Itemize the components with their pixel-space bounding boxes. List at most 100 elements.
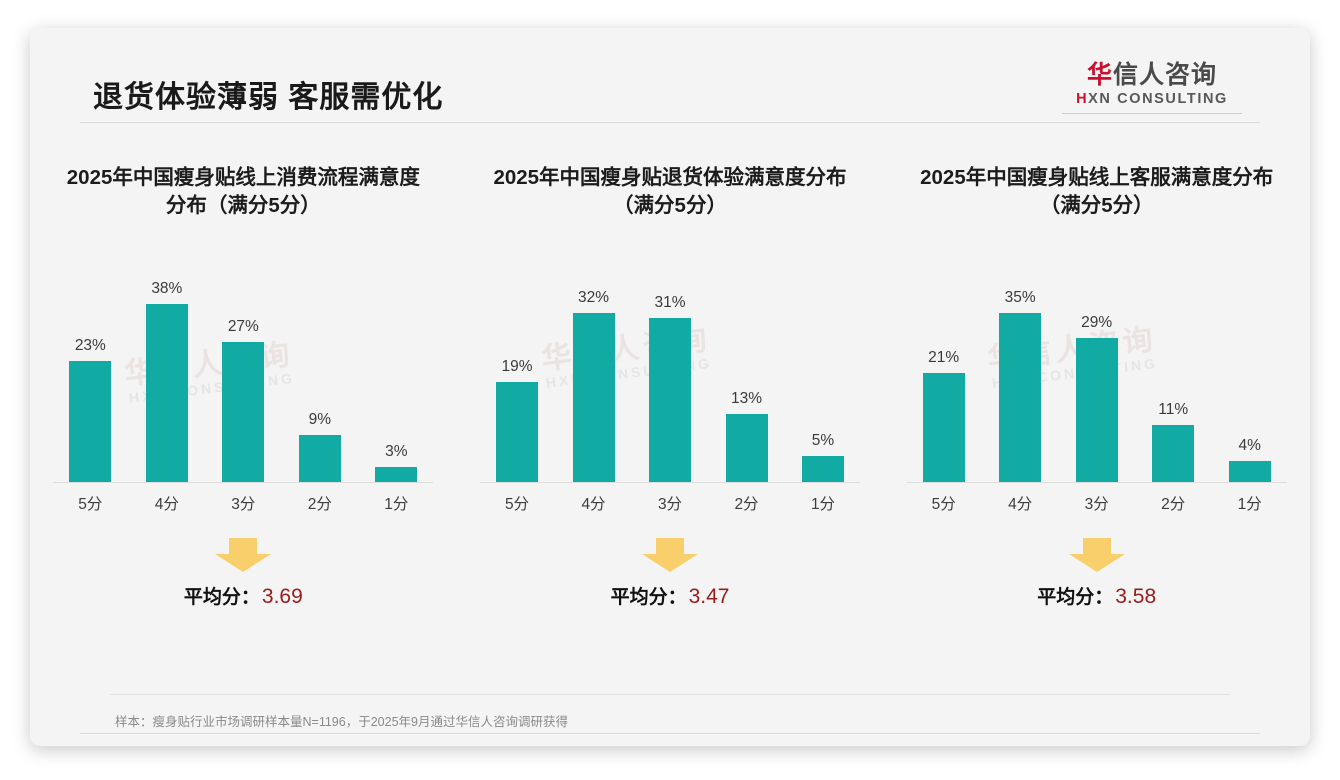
chart-panel-consumption-flow: 华信人咨询 HXN CONSULTING 2025年中国瘦身贴线上消费流程满意度… [30,138,457,678]
tick-label: 3分 [231,495,256,513]
chart-title: 2025年中国瘦身贴线上客服满意度分布（满分5分） [920,166,1274,218]
chart-panel-customer-service: 华信人咨询 HXN CONSULTING 2025年中国瘦身贴线上客服满意度分布… [883,138,1310,678]
tick-label: 1分 [810,495,836,513]
average-score-value: 3.58 [1115,584,1157,608]
bar-rect[interactable] [922,372,965,483]
slide-header: 退货体验薄弱 客服需优化 华信人咨询 HXN CONSULTING [30,28,1310,122]
bar-rect[interactable] [375,466,418,483]
chart-panel-return-experience: 华信人咨询 HXN CONSULTING 2025年中国瘦身贴退货体验满意度分布… [457,138,884,678]
bar-value-label: 21% [928,348,960,366]
chart-plot-area: 23% 38% 27% 9% [53,233,434,483]
arrow-head [1068,553,1125,572]
bar-slot: 27% [212,271,274,483]
footnote-divider [110,694,1230,695]
down-arrow-icon [215,537,272,572]
tick-label: 1分 [1237,495,1262,513]
bar-rect[interactable] [1228,460,1271,483]
bar-group: 21% 35% 29% 11% [906,271,1287,483]
axis-line [53,481,434,483]
footer-divider [80,733,1260,734]
header-divider [80,122,1260,123]
bar-value-label: 35% [1004,288,1036,306]
bar-value-label: 5% [811,431,835,449]
bar-slot: 21% [913,271,975,483]
bar-value-label: 4% [1238,436,1261,454]
tick-label: 1分 [384,495,409,513]
tick-label: 4分 [154,495,179,513]
average-score-prefix: 平均分： [1037,586,1114,608]
tick-label: 3分 [1084,495,1109,513]
bar-rect[interactable] [298,434,341,483]
logo-chinese-text: 华信人咨询 [1062,62,1242,88]
bar-value-label: 19% [501,357,533,375]
tick-label: 2分 [307,495,332,513]
bar-rect[interactable] [222,341,265,483]
bar-slot: 13% [716,271,778,483]
arrow-head [642,553,698,572]
bar-slot: 29% [1066,271,1128,483]
tick-label: 2分 [1161,495,1186,513]
logo-red-char: 华 [1086,61,1113,89]
average-score-value: 3.69 [261,584,303,608]
bar-value-label: 32% [577,288,610,306]
x-axis-tick-labels: 5分 4分 3分 2分 1分 [907,483,1287,514]
average-score-label: 平均分：3.69 [40,582,447,609]
logo-en-rest: XN CONSULTING [1088,91,1228,108]
tick-label: 2分 [734,495,759,513]
axis-line [906,481,1287,483]
average-score-prefix: 平均分： [610,586,687,608]
bar-group: 19% 32% 31% 13% [480,271,860,483]
logo-underline [1062,113,1242,115]
bar-rect[interactable] [649,317,691,483]
bar-rect[interactable] [1152,424,1195,483]
chart-plot-area: 21% 35% 29% 11% [906,233,1287,483]
sample-footnote: 样本：瘦身贴行业市场调研样本量N=1196，于2025年9月通过华信人咨询调研获… [115,715,568,729]
tick-label: 4分 [1008,495,1033,513]
chart-title: 2025年中国瘦身贴线上消费流程满意度分布（满分5分） [66,166,420,218]
bar-value-label: 27% [227,317,259,335]
arrow-shaft [656,537,684,554]
bar-rect[interactable] [69,360,112,483]
bar-slot: 23% [59,271,121,483]
bar-rect[interactable] [145,303,188,483]
average-score-prefix: 平均分： [183,586,260,608]
bar-value-label: 11% [1158,400,1189,418]
bar-slot: 9% [289,271,351,483]
bar-slot: 11% [1142,271,1204,483]
average-score-label: 平均分：3.47 [467,582,874,609]
brand-logo: 华信人咨询 HXN CONSULTING [1062,62,1242,115]
bar-rect[interactable] [496,381,538,483]
bar-rect[interactable] [802,455,844,483]
bar-slot: 3% [365,271,427,483]
bar-rect[interactable] [572,312,615,483]
axis-line [480,481,860,483]
bar-value-label: 9% [308,410,332,428]
bar-value-label: 38% [151,279,183,297]
chart-title: 2025年中国瘦身贴退货体验满意度分布（满分5分） [493,166,847,218]
slide-card: 退货体验薄弱 客服需优化 华信人咨询 HXN CONSULTING 华信人咨询 … [30,28,1310,746]
tick-label: 5分 [504,495,530,513]
bar-rect[interactable] [725,413,768,483]
page-title: 退货体验薄弱 客服需优化 [93,81,444,114]
average-score-label: 平均分：3.58 [893,582,1300,609]
tick-label: 4分 [581,495,606,513]
down-arrow-icon [642,537,698,572]
x-axis-tick-labels: 5分 4分 3分 2分 1分 [53,483,433,514]
bar-slot: 19% [486,271,548,483]
bar-value-label: 31% [654,293,686,311]
bar-slot: 5% [792,271,854,483]
bar-value-label: 23% [74,336,106,354]
bar-rect[interactable] [1075,337,1118,483]
bar-group: 23% 38% 27% 9% [53,271,434,483]
arrow-head [215,553,272,572]
charts-row: 华信人咨询 HXN CONSULTING 2025年中国瘦身贴线上消费流程满意度… [30,138,1310,678]
bar-value-label: 13% [730,389,763,407]
chart-plot-area: 19% 32% 31% 13% [480,233,860,483]
bar-value-label: 29% [1081,313,1113,331]
average-score-value: 3.47 [688,584,730,608]
tick-label: 5分 [78,495,103,513]
bar-rect[interactable] [999,312,1042,483]
logo-english-text: HXN CONSULTING [1062,91,1242,107]
bar-slot: 31% [639,271,701,483]
logo-en-red-char: H [1076,91,1089,108]
